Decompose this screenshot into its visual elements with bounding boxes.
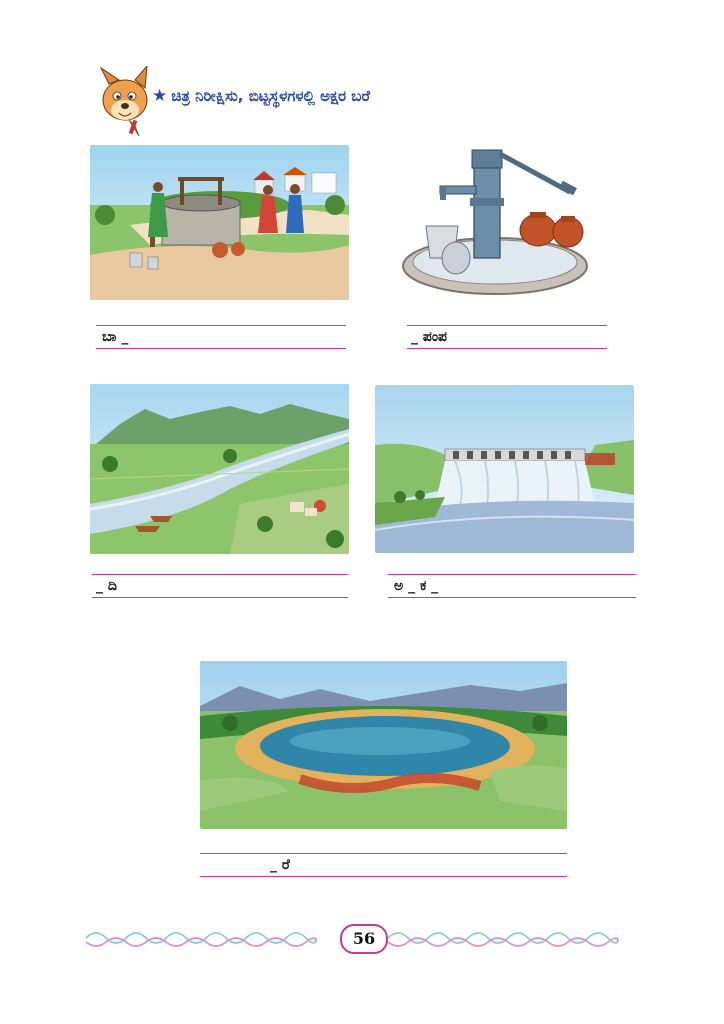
answer-text-4: ಅ _ ಕ _ <box>394 578 439 594</box>
answer-text-3: _ ದಿ <box>96 578 117 594</box>
footer-ornament <box>85 922 638 954</box>
star-icon: ★ <box>152 86 168 106</box>
mascot-illustration <box>95 64 155 138</box>
instruction-text: ಚಿತ್ರ ನಿರೀಕ್ಷಿಸು, ಬಿಟ್ಟಸ್ಥಳಗಳಲ್ಲಿ ಅಕ್ಷರ … <box>171 87 370 105</box>
answer-line-1[interactable]: ಬಾ _ <box>96 325 346 349</box>
answer-line-3[interactable]: _ ದಿ <box>92 574 348 598</box>
answer-line-5[interactable]: _ ರೆ <box>200 853 567 877</box>
page-number: 56 <box>340 924 388 954</box>
answer-text-5: _ ರೆ <box>270 857 290 873</box>
answer-text-2: _ ಪಂಪ <box>411 329 448 345</box>
instruction-heading: ★ ಚಿತ್ರ ನಿರೀಕ್ಷಿಸು, ಬಿಟ್ಟಸ್ಥಳಗಳಲ್ಲಿ ಅಕ್ಷರ… <box>152 86 370 106</box>
hand-pump-picture <box>400 138 607 306</box>
dam-picture <box>375 385 634 553</box>
answer-line-2[interactable]: _ ಪಂಪ <box>407 325 607 349</box>
answer-line-4[interactable]: ಅ _ ಕ _ <box>388 574 636 598</box>
river-picture <box>90 384 349 554</box>
lake-picture <box>200 661 567 829</box>
answer-text-1: ಬಾ _ <box>102 329 129 345</box>
village-well-picture <box>90 145 349 300</box>
